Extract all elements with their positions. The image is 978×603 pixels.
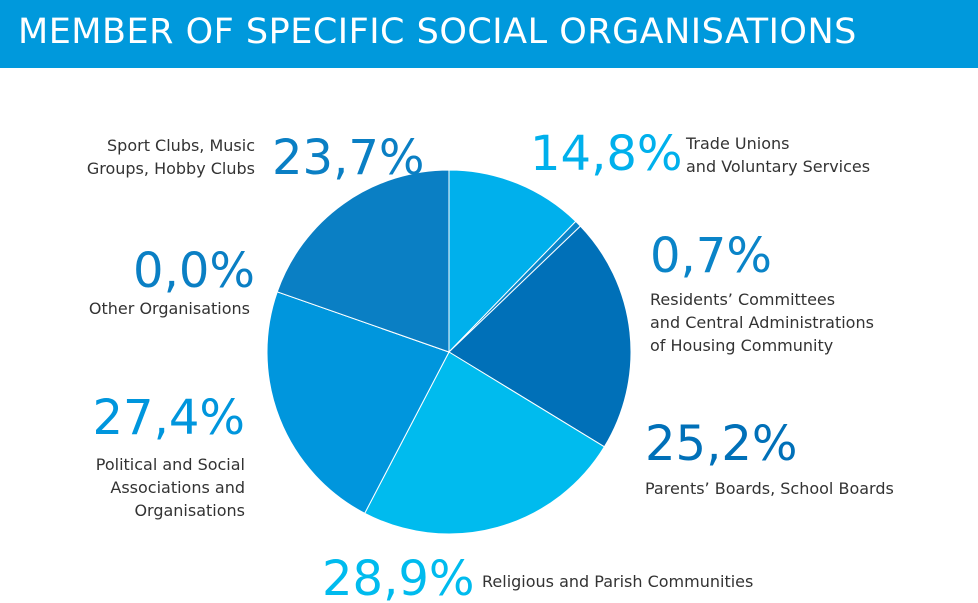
category-label: Political and Social Associations and Or… xyxy=(95,455,245,520)
category-label: Trade Unions and Voluntary Services xyxy=(686,134,871,176)
value-label: 0,0% xyxy=(133,243,255,299)
category-label: Residents’ Committees and Central Admini… xyxy=(650,290,874,355)
header-bar: MEMBER OF SPECIFIC SOCIAL ORGANISATIONS xyxy=(0,0,978,68)
value-label: 0,7% xyxy=(650,228,772,284)
pie-slice xyxy=(448,225,632,448)
value-label: 25,2% xyxy=(645,416,798,472)
value-label: 27,4% xyxy=(92,390,245,446)
chart-title: MEMBER OF SPECIFIC SOCIAL ORGANISATIONS xyxy=(18,12,857,52)
category-label: Parents’ Boards, School Boards xyxy=(645,479,894,498)
value-label: 14,8% xyxy=(530,126,683,182)
pie-slice xyxy=(364,351,606,535)
value-label: 28,9% xyxy=(322,551,475,603)
pie-slice xyxy=(448,169,577,354)
pie-slice xyxy=(276,169,450,353)
category-label: Other Organisations xyxy=(88,299,250,318)
value-label: 23,7% xyxy=(272,130,425,186)
pie-slice xyxy=(266,291,450,514)
category-label: Sport Clubs, Music Groups, Hobby Clubs xyxy=(86,136,255,178)
category-label: Religious and Parish Communities xyxy=(482,572,754,591)
